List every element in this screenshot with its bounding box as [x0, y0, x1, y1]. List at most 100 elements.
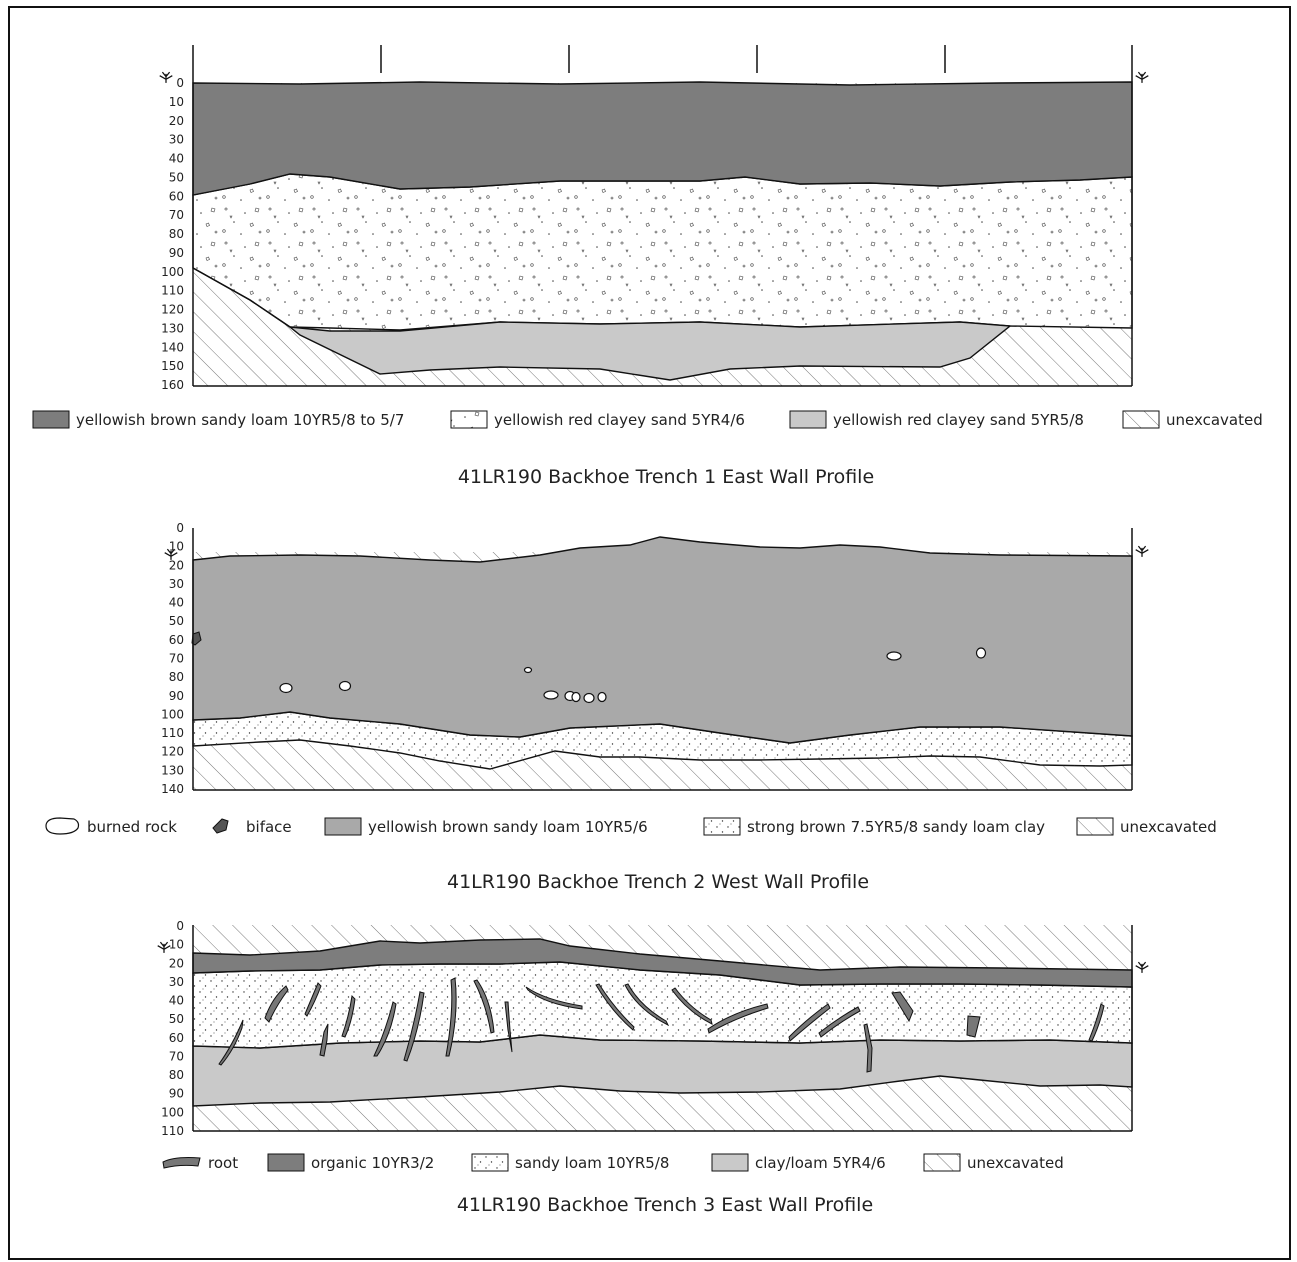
datum-marker-icon: [1135, 71, 1149, 84]
depth-label: 50: [169, 614, 184, 628]
root-icon: [595, 983, 635, 1031]
legend-label: yellowish brown sandy loam 10YR5/6: [368, 818, 648, 836]
trench-2-title: 41LR190 Backhoe Trench 2 West Wall Profi…: [447, 871, 869, 893]
trench-2-sandy-loam-layer: [192, 536, 1133, 744]
burned-rock-cluster: [279, 647, 987, 704]
root-icon: [525, 986, 583, 1010]
depth-label: 80: [169, 1068, 184, 1082]
depth-label: 130: [161, 763, 184, 777]
depth-label: 130: [161, 321, 184, 335]
depth-label: 30: [169, 133, 184, 147]
root-icon: [504, 1001, 513, 1053]
depth-label: 140: [161, 782, 184, 796]
trench-2-profile: 0 10 20 30 40 50 60 70 80 90 100 110 120 130 140 burne…: [45, 521, 1217, 893]
root-icon: [403, 991, 425, 1062]
depth-label: 0: [176, 521, 184, 535]
burned-rock-icon: [597, 691, 607, 703]
root-icon: [264, 985, 289, 1023]
depth-label: 20: [169, 956, 184, 970]
root-icon: [341, 994, 356, 1038]
legend-label: biface: [246, 818, 292, 836]
depth-label: 150: [161, 359, 184, 373]
depth-label: 10: [169, 95, 184, 109]
legend-swatch-light: [789, 410, 827, 429]
depth-label: 100: [161, 1105, 184, 1119]
legend-label: yellowish red clayey sand 5YR5/8: [833, 411, 1084, 429]
burned-rock-icon: [571, 691, 581, 703]
root-icon: [445, 977, 457, 1057]
legend-swatch-hatch: [923, 1153, 961, 1172]
depth-label: 160: [161, 378, 184, 392]
legend-label: unexcavated: [1120, 818, 1217, 836]
depth-label: 120: [161, 303, 184, 317]
trench-2-depth-scale: 0 10 20 30 40 50 60 70 80 90 100 110 120 130 140: [161, 521, 184, 796]
trench-1-gravel-texture: [193, 174, 1132, 330]
depth-label: 30: [169, 577, 184, 591]
legend-swatch-light: [711, 1153, 749, 1172]
biface-icon: [191, 631, 202, 646]
depth-label: 110: [161, 726, 184, 740]
depth-label: 30: [169, 975, 184, 989]
root-icon: [671, 987, 713, 1025]
root-icon: [788, 1003, 831, 1042]
trench-1-clayey-sand-lens: [287, 321, 1012, 381]
legend-label: yellowish red clayey sand 5YR4/6: [494, 411, 745, 429]
depth-label: 50: [169, 1012, 184, 1026]
figure-border: [8, 6, 1291, 1260]
depth-label: 20: [169, 558, 184, 572]
legend-label: organic 10YR3/2: [311, 1154, 434, 1172]
depth-label: 20: [169, 114, 184, 128]
trench-1-depth-scale: 0 10 20 30 40 50 60 70 80 90 100 110 120 130 140 150 160: [161, 76, 184, 392]
legend-label: strong brown 7.5YR5/8 sandy loam clay: [747, 818, 1045, 836]
trench-1-sandy-loam-layer: [192, 81, 1133, 196]
depth-label: 60: [169, 1031, 184, 1045]
depth-label: 70: [169, 1050, 184, 1064]
root-icon: [218, 1019, 244, 1066]
trench-1-profile: 0 10 20 30 40 50 60 70 80 90 100 110 120 130 140 150 160…: [32, 45, 1263, 488]
depth-label: 50: [169, 170, 184, 184]
depth-label: 120: [161, 745, 184, 759]
legend-label: unexcavated: [967, 1154, 1064, 1172]
trench-1-title: 41LR190 Backhoe Trench 1 East Wall Profi…: [458, 466, 874, 488]
depth-label: 100: [161, 707, 184, 721]
trench-3-title: 41LR190 Backhoe Trench 3 East Wall Profi…: [457, 1194, 873, 1216]
legend-swatch-gravel: [450, 410, 488, 429]
depth-label: 0: [176, 76, 184, 90]
depth-label: 10: [169, 540, 184, 554]
root-icon: [1088, 1003, 1105, 1042]
legend-swatch-dots: [703, 817, 741, 836]
depth-label: 70: [169, 208, 184, 222]
trench-3-depth-scale: 0 10 20 30 40 50 60 70 80 90 100 110: [161, 919, 184, 1138]
legend-label: root: [208, 1154, 238, 1172]
root-icon: [473, 979, 495, 1034]
root-icon: [319, 1023, 329, 1057]
datum-marker-icon: [159, 71, 173, 84]
root-icon: [304, 982, 322, 1017]
burned-rock-icon: [338, 680, 352, 692]
root-icon: [863, 1023, 873, 1073]
datum-marker-icon: [1135, 545, 1149, 558]
depth-label: 10: [169, 938, 184, 952]
burned-rock-icon: [583, 692, 595, 704]
burned-rock-icon: [886, 651, 902, 661]
legend-swatch-root: [162, 1157, 201, 1169]
legend-swatch-hatch: [1076, 817, 1114, 836]
legend-swatch-rock: [45, 817, 80, 835]
burned-rock-icon: [523, 666, 533, 674]
datum-marker-icon: [1135, 961, 1149, 974]
legend-swatch-biface: [212, 818, 229, 834]
depth-label: 40: [169, 596, 184, 610]
trench-3-profile: 0 10 20 30 40 50 60 70 80 90 100 110 root organic 1…: [157, 919, 1149, 1216]
legend-swatch-medium: [324, 817, 362, 836]
legend-swatch-dots: [471, 1153, 509, 1172]
depth-label: 90: [169, 1087, 184, 1101]
depth-label: 80: [169, 670, 184, 684]
legend-label: sandy loam 10YR5/8: [515, 1154, 669, 1172]
depth-label: 90: [169, 689, 184, 703]
depth-label: 60: [169, 633, 184, 647]
legend-label: unexcavated: [1166, 411, 1263, 429]
root-icon: [891, 991, 914, 1023]
root-icon: [373, 1001, 397, 1057]
depth-label: 110: [161, 284, 184, 298]
